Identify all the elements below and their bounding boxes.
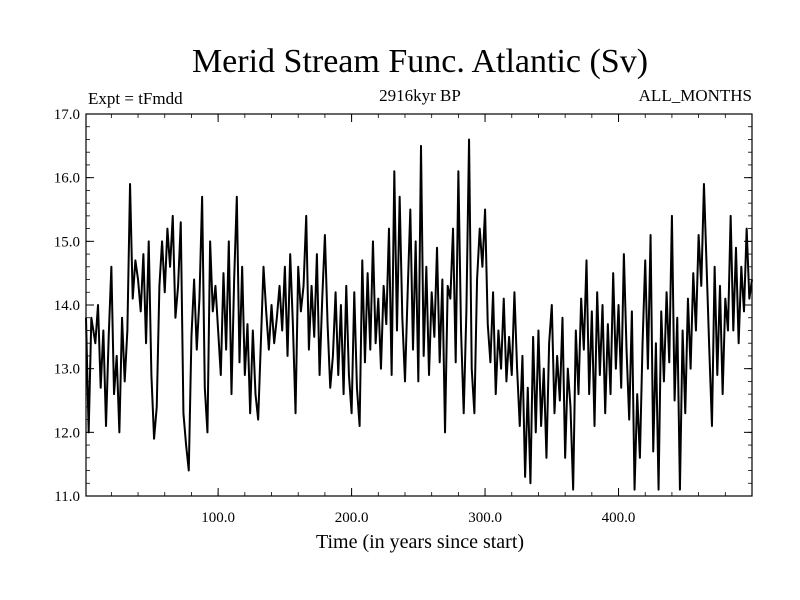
y-tick-label: 13.0 [54, 362, 80, 378]
y-tick-label: 12.0 [54, 425, 80, 441]
time-period-label: 2916kyr BP [379, 86, 461, 105]
y-tick-label: 16.0 [54, 171, 80, 187]
months-label: ALL_MONTHS [639, 86, 752, 105]
series-line [85, 138, 753, 491]
x-tick-label: 100.0 [201, 510, 235, 526]
y-tick-label: 14.0 [54, 298, 80, 314]
y-tick-label: 11.0 [54, 489, 80, 505]
x-tick-label: 200.0 [335, 510, 369, 526]
x-axis-label: Time (in years since start) [316, 531, 524, 553]
y-tick-label: 17.0 [54, 107, 80, 123]
x-tick-label: 300.0 [468, 510, 502, 526]
y-tick-label: 15.0 [54, 234, 80, 250]
experiment-label: Expt = tFmdd [88, 89, 183, 108]
series-layer [85, 138, 753, 491]
chart-title: Merid Stream Func. Atlantic (Sv) [192, 43, 648, 80]
plot-frame [85, 113, 753, 497]
x-tick-label: 400.0 [602, 510, 636, 526]
